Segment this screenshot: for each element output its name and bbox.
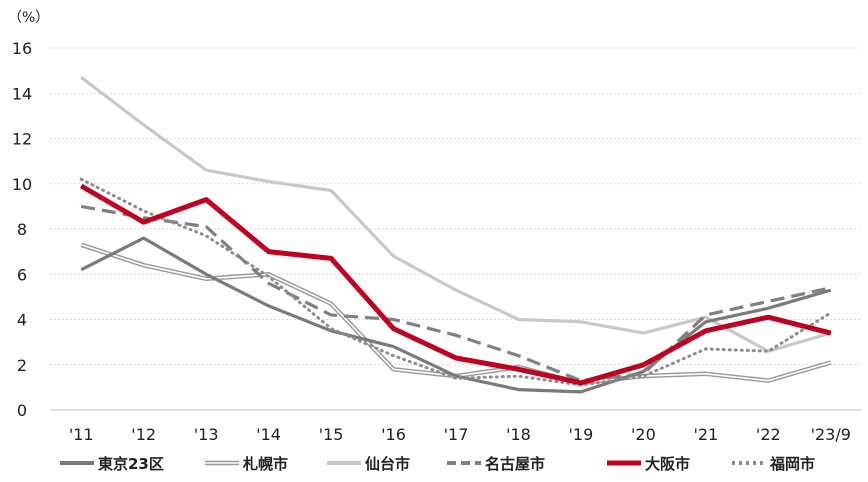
- y-axis-ticks: 0 2 4 6 8 10 12 14 16: [12, 39, 32, 420]
- series-4-line: [80, 204, 832, 383]
- x-tick-label: '12: [131, 425, 156, 444]
- legend-item-6: 福岡市: [732, 455, 815, 473]
- series-1-line: [80, 236, 832, 394]
- series-line-path: [80, 236, 832, 394]
- series-6-line: [79, 177, 833, 387]
- x-axis-ticks: '11 '12 '13 '14 '15 '16 '17 '18 '19 '20 '21 '22 '23/…: [69, 425, 851, 444]
- y-tick-label: 0: [17, 401, 27, 420]
- series-line-path: [80, 204, 832, 383]
- legend-item-3: 仙台市: [327, 455, 410, 473]
- legend-item-5: 大阪市: [607, 455, 690, 473]
- gridlines: [50, 47, 862, 411]
- series-line-path: [80, 76, 832, 353]
- x-tick-label: '11: [69, 425, 94, 444]
- x-tick-label: '18: [506, 425, 531, 444]
- x-tick-label: '16: [381, 425, 406, 444]
- legend-item-1: 東京23区: [60, 455, 164, 473]
- series-3-line: [80, 76, 832, 353]
- y-tick-label: 14: [12, 84, 32, 103]
- x-tick-label: '23/9: [811, 425, 851, 444]
- x-tick-label: '15: [319, 425, 344, 444]
- legend-item-4: 名古屋市: [447, 455, 545, 473]
- series-lines: [79, 76, 833, 394]
- y-tick-label: 16: [12, 39, 32, 58]
- x-tick-label: '20: [631, 425, 656, 444]
- legend-label: 仙台市: [365, 455, 410, 473]
- series-line-path: [79, 183, 832, 386]
- legend-label: 札幌市: [242, 455, 288, 473]
- x-tick-label: '21: [693, 425, 718, 444]
- series-line-path: [79, 177, 833, 387]
- y-tick-label: 6: [17, 265, 27, 284]
- y-tick-label: 8: [17, 220, 27, 239]
- x-tick-label: '14: [256, 425, 281, 444]
- y-tick-label: 2: [17, 356, 27, 375]
- legend-label: 東京23区: [98, 455, 164, 473]
- y-tick-label: 4: [17, 311, 27, 330]
- y-tick-label: 12: [12, 130, 32, 149]
- x-tick-label: '19: [569, 425, 594, 444]
- x-tick-label: '17: [444, 425, 469, 444]
- legend-label: 福岡市: [769, 455, 815, 473]
- series-5-line: [79, 183, 832, 386]
- legend-item-2: 札幌市: [205, 455, 288, 473]
- legend-label: 大阪市: [645, 455, 690, 473]
- y-tick-label: 10: [12, 175, 32, 194]
- legend-label: 名古屋市: [485, 455, 545, 473]
- y-unit-label: （%）: [8, 10, 49, 26]
- legend: 東京23区 札幌市 仙台市 名古屋市 大阪市 福岡市: [60, 455, 815, 473]
- x-tick-label: '22: [756, 425, 781, 444]
- x-tick-label: '13: [194, 425, 219, 444]
